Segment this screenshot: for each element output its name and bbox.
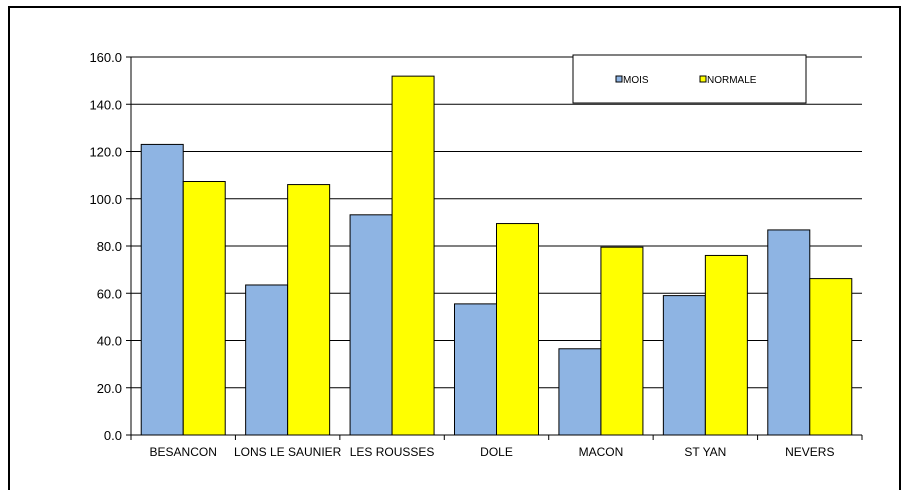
bar-normale-1 <box>287 184 331 436</box>
legend-swatch-mois <box>615 75 623 83</box>
axes <box>130 57 863 440</box>
y-tick-label: 120.0 <box>89 145 122 160</box>
bar-mois-6 <box>767 229 811 436</box>
bar-normale-0 <box>182 181 226 436</box>
bar-mois-2 <box>349 214 393 436</box>
legend-label-mois: MOIS <box>623 75 649 86</box>
y-tick-label: 0.0 <box>104 428 122 443</box>
x-tick-label: NEVERS <box>785 445 834 459</box>
y-tick-label: 40.0 <box>97 334 122 349</box>
x-tick-label: BESANCON <box>150 445 217 459</box>
legend-swatch-normale <box>699 75 707 83</box>
bar-mois-0 <box>140 143 184 436</box>
y-tick-label: 100.0 <box>89 192 122 207</box>
y-tick-label: 60.0 <box>97 286 122 301</box>
x-tick-label: ST YAN <box>684 445 726 459</box>
y-tick-label: 160.0 <box>89 50 122 65</box>
x-tick-label: MACON <box>579 445 624 459</box>
x-tick-label: DOLE <box>480 445 513 459</box>
bar-mois-5 <box>662 295 706 436</box>
y-tick-label: 140.0 <box>89 97 122 112</box>
bar-normale-5 <box>704 254 748 436</box>
bar-mois-4 <box>558 348 602 436</box>
bar-mois-3 <box>454 303 497 436</box>
y-tick-label: 80.0 <box>97 239 122 254</box>
y-axis-ticks: 0.0 20.0 40.0 60.0 80.0 100.0 120.0 140.0 160.0 <box>89 50 131 443</box>
y-tick-label: 20.0 <box>97 381 122 396</box>
bar-mois-1 <box>245 284 289 436</box>
x-tick-label: LONS LE SAUNIER <box>234 445 342 459</box>
legend-box <box>572 54 807 104</box>
bar-normale-4 <box>600 246 644 436</box>
bar-normale-6 <box>809 278 853 436</box>
bar-normale-2 <box>391 75 435 436</box>
x-tick-label: LES ROUSSES <box>350 445 435 459</box>
bar-normale-3 <box>496 223 539 436</box>
legend: MOIS NORMALE <box>572 54 807 104</box>
bars <box>140 75 853 436</box>
x-axis-labels: BESANCON LONS LE SAUNIER LES ROUSSES DOLE MA… <box>150 445 835 459</box>
legend-label-normale: NORMALE <box>707 75 757 86</box>
